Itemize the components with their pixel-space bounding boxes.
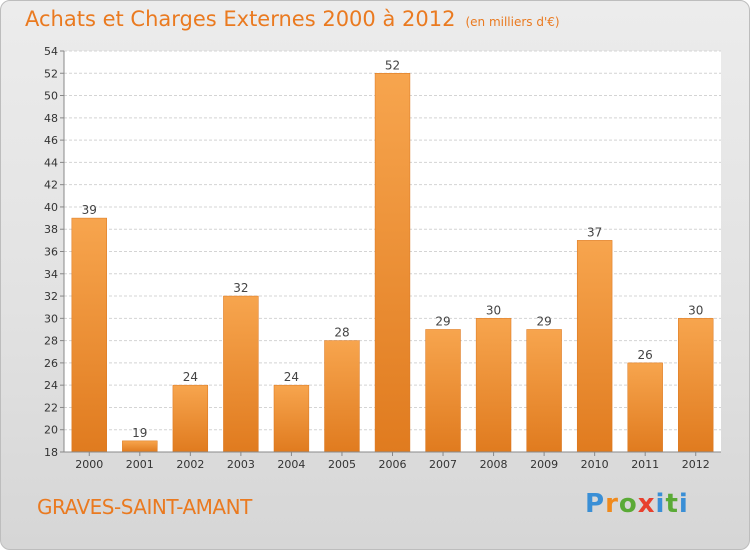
logo-letter: i	[678, 489, 689, 519]
data-label-2007: 29	[435, 314, 450, 328]
bar-2006	[374, 73, 411, 453]
x-tick-label-2010: 2010	[581, 458, 609, 471]
title-row: Achats et Charges Externes 2000 à 2012 (e…	[25, 7, 560, 31]
chart-unit-note: (en milliers d'€)	[465, 15, 560, 29]
logo-letter: x	[637, 489, 656, 519]
data-label-2002: 24	[183, 370, 198, 384]
x-tick-label-2002: 2002	[176, 458, 204, 471]
data-label-2009: 29	[536, 314, 551, 328]
y-tick-label: 28	[44, 335, 58, 348]
bar-2008	[475, 318, 512, 453]
bar-2012	[678, 318, 714, 453]
data-label-2006: 52	[385, 58, 400, 72]
data-label-2000: 39	[82, 203, 97, 217]
label-layer: 39 19 24 32 24 28 52 29 30 29 37 26 30	[82, 58, 704, 440]
bar-2009	[526, 329, 562, 453]
y-tick-label: 48	[44, 112, 58, 125]
logo-letter: o	[618, 489, 638, 519]
bar-2002	[172, 384, 209, 453]
y-tick-label: 24	[44, 379, 58, 392]
y-tick-label: 44	[44, 156, 58, 169]
y-tick-label: 38	[44, 223, 58, 236]
bar-2011	[627, 362, 663, 453]
x-tick-label-2006: 2006	[379, 458, 407, 471]
y-tick-label: 30	[44, 312, 58, 325]
bar-2005	[324, 340, 360, 453]
data-label-2001: 19	[132, 426, 147, 440]
y-tick-label: 34	[44, 268, 58, 281]
x-tick-label-2000: 2000	[75, 458, 103, 471]
x-tick-label-2008: 2008	[480, 458, 508, 471]
y-tick-label: 46	[44, 134, 58, 147]
y-tick-label: 40	[44, 201, 58, 214]
logo-letter: P	[585, 489, 606, 519]
y-tick-label: 20	[44, 424, 58, 437]
x-tick-label-2011: 2011	[631, 458, 659, 471]
data-label-2008: 30	[486, 303, 501, 317]
x-tick-label-2007: 2007	[429, 458, 457, 471]
y-tick-label: 42	[44, 179, 58, 192]
y-tick-label: 22	[44, 401, 58, 414]
data-label-2004: 24	[284, 370, 299, 384]
bar-2010	[576, 240, 613, 453]
data-label-2012: 30	[688, 303, 703, 317]
commune-name: GRAVES-SAINT-AMANT	[37, 495, 252, 519]
y-tick-label: 18	[44, 446, 58, 459]
bar-2007	[425, 329, 461, 453]
x-tick-label-2003: 2003	[227, 458, 255, 471]
x-tick-label-2012: 2012	[682, 458, 710, 471]
x-tick-label-2005: 2005	[328, 458, 356, 471]
bar-2001	[122, 440, 158, 453]
y-tick-label: 52	[44, 67, 58, 80]
data-label-2010: 37	[587, 225, 602, 239]
data-label-2011: 26	[638, 348, 653, 362]
axis-layer: 18 20 22 24 26 28 30 32 34 36 38 40 42 44 46 48 50 52 54 20…	[44, 45, 721, 471]
logo-letter: t	[665, 489, 679, 519]
bar-2003	[223, 295, 259, 453]
proxiti-logo[interactable]: Proxiti	[585, 489, 689, 519]
data-label-2003: 32	[233, 281, 248, 295]
y-tick-label: 50	[44, 90, 58, 103]
y-tick-label: 32	[44, 290, 58, 303]
bar-layer	[71, 73, 714, 453]
logo-letter: i	[655, 489, 666, 519]
y-tick-label: 36	[44, 246, 58, 259]
bar-2004	[273, 384, 310, 453]
data-label-2005: 28	[334, 326, 349, 340]
y-tick-label: 54	[44, 45, 58, 58]
y-tick-label: 26	[44, 357, 58, 370]
x-tick-label-2001: 2001	[126, 458, 154, 471]
bar-2000	[71, 217, 107, 453]
logo-letter: r	[605, 489, 619, 519]
x-tick-label-2009: 2009	[530, 458, 558, 471]
x-tick-label-2004: 2004	[277, 458, 305, 471]
chart-title: Achats et Charges Externes 2000 à 2012	[25, 7, 456, 31]
